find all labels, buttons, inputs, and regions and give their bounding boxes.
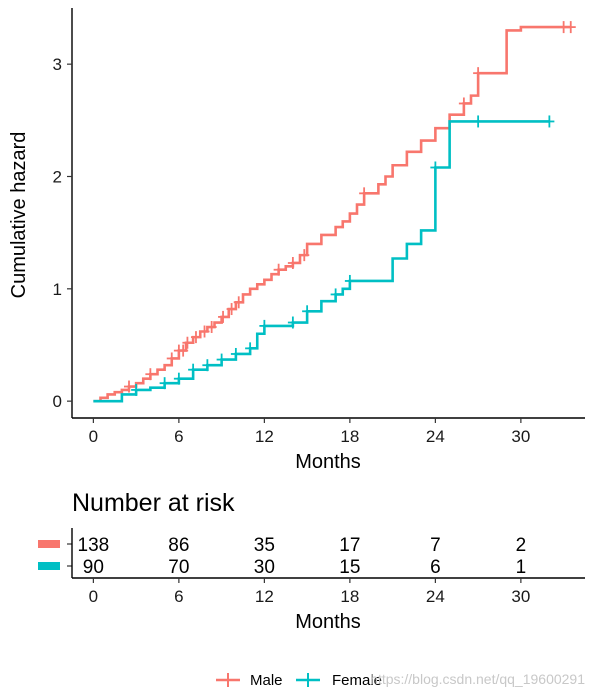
risk-x-axis-title: Months [295, 611, 361, 633]
x-tick-label: 6 [174, 427, 183, 446]
risk-value-male: 7 [430, 535, 441, 556]
censor-mark-male [273, 263, 284, 276]
y-axis-title: Cumulative hazard [8, 132, 30, 299]
legend-item-male: Male [216, 672, 283, 689]
risk-value-female: 30 [254, 557, 275, 578]
watermark: https://blog.csdn.net/qq_19600291 [370, 671, 585, 687]
censor-mark-female [216, 353, 227, 366]
censor-mark-male [473, 67, 484, 80]
risk-value-male: 17 [339, 535, 360, 556]
risk-rows: 138 86 35 17 7 2 90 70 30 15 6 1 [38, 535, 526, 578]
series-line-female [93, 120, 550, 403]
risk-x-tick-label: 18 [340, 587, 359, 606]
censor-mark-male [233, 296, 244, 309]
x-tick-label: 0 [89, 427, 98, 446]
censor-mark-female [473, 115, 484, 128]
censor-mark-male [199, 325, 210, 338]
censor-mark-female [245, 342, 256, 355]
censor-mark-male [182, 336, 193, 349]
censor-mark-male [299, 249, 310, 262]
censor-mark-male [206, 321, 217, 334]
series-layer [93, 25, 571, 403]
risk-value-male: 86 [168, 535, 189, 556]
risk-x-tick-label: 30 [511, 587, 530, 606]
legend-label-male: Male [250, 672, 283, 689]
censor-mark-female [259, 319, 270, 332]
risk-value-male: 35 [254, 535, 275, 556]
y-tick-layer: 0 1 2 3 [53, 55, 72, 411]
risk-row-swatch-female [38, 562, 60, 570]
risk-value-female: 6 [430, 557, 441, 578]
censor-mark-female [330, 288, 341, 301]
x-tick-layer: 0 6 12 18 24 30 [89, 418, 530, 446]
censor-mark-male [226, 303, 237, 316]
risk-value-female: 1 [516, 557, 527, 578]
risk-value-male: 2 [516, 535, 527, 556]
risk-axis: 0 6 12 18 24 30 [71, 528, 585, 606]
risk-x-tick-label: 24 [426, 587, 445, 606]
x-tick-label: 12 [255, 427, 274, 446]
risk-value-female: 70 [168, 557, 189, 578]
x-tick-label: 18 [340, 427, 359, 446]
censor-mark-female [230, 347, 241, 360]
legend: Male Female [216, 672, 382, 689]
risk-value-female: 15 [339, 557, 360, 578]
censor-mark-male [190, 331, 201, 344]
censor-mark-female [430, 161, 441, 174]
censor-mark-female [287, 316, 298, 329]
y-tick-label: 0 [53, 392, 62, 411]
censor-mark-female [173, 372, 184, 385]
censor-mark-female [202, 359, 213, 372]
legend-label-female: Female [332, 672, 382, 689]
censor-mark-female [188, 363, 199, 376]
y-tick-label: 2 [53, 167, 62, 186]
censor-mark-male [124, 380, 134, 393]
risk-x-tick-label: 0 [89, 587, 98, 606]
censor-mark-female [159, 377, 170, 390]
censor-mark-male [359, 187, 370, 200]
risk-value-female: 90 [83, 557, 104, 578]
censor-mark-female [544, 115, 555, 128]
x-tick-label: 30 [511, 427, 530, 446]
censor-mark-male [287, 256, 298, 269]
x-tick-label: 24 [426, 427, 445, 446]
censor-mark-female [131, 383, 142, 396]
censor-mark-female [302, 305, 313, 318]
censor-layer [124, 21, 576, 396]
censor-mark-male [458, 97, 469, 110]
x-axis-title: Months [295, 451, 361, 473]
risk-x-tick-label: 12 [255, 587, 274, 606]
series-line-male [93, 25, 571, 403]
risk-row-swatch-male [38, 540, 60, 548]
y-tick-label: 1 [53, 280, 62, 299]
censor-mark-male [166, 352, 177, 365]
risk-x-tick-label: 6 [174, 587, 183, 606]
y-tick-label: 3 [53, 55, 62, 74]
censor-mark-male [565, 21, 576, 34]
risk-value-male: 138 [78, 535, 110, 556]
censor-mark-male [178, 344, 189, 357]
legend-item-female: Female [296, 672, 382, 689]
risk-table-title: Number at risk [72, 489, 235, 517]
censor-mark-female [344, 274, 355, 287]
censor-mark-male [218, 310, 229, 323]
censor-mark-male [145, 368, 156, 381]
axis-layer [71, 8, 585, 419]
